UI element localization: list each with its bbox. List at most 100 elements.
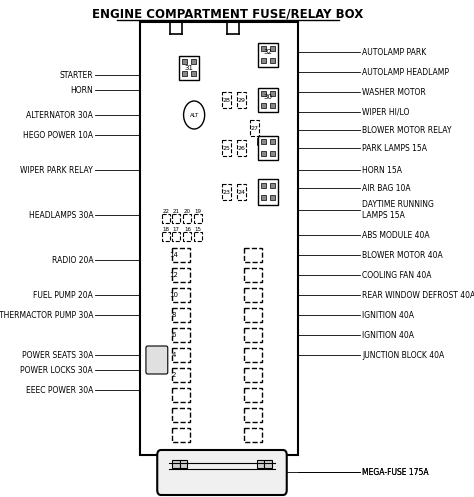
Text: BLOWER MOTOR RELAY: BLOWER MOTOR RELAY [362,126,452,135]
Text: 27: 27 [250,126,258,131]
Bar [162,232,171,241]
Bar [172,348,191,362]
Bar [182,71,187,76]
Bar [172,428,191,442]
Bar [270,91,275,96]
Bar [191,59,196,64]
Bar [261,46,265,51]
Text: 14: 14 [169,252,178,258]
Bar [172,232,180,241]
Bar [172,328,191,342]
Bar [172,288,191,302]
Bar [191,71,196,76]
Bar [270,183,275,188]
Bar [194,232,202,241]
Text: POWER SEATS 30A: POWER SEATS 30A [22,350,93,359]
Bar [237,140,246,156]
Text: IGNITION 40A: IGNITION 40A [362,311,414,320]
Text: REAR WINDOW DEFROST 40A: REAR WINDOW DEFROST 40A [362,291,474,300]
Text: COOLING FAN 40A: COOLING FAN 40A [362,270,431,279]
Text: 18: 18 [163,227,170,232]
Bar [261,195,265,200]
Bar [244,308,262,322]
Text: 31: 31 [184,65,193,71]
Text: 17: 17 [173,227,180,232]
Bar [172,308,191,322]
Text: PARK LAMPS 15A: PARK LAMPS 15A [362,144,427,153]
Bar [140,22,298,455]
Text: 4: 4 [172,352,176,358]
Text: ALT: ALT [190,112,199,117]
Bar [244,328,262,342]
Text: 21: 21 [173,209,180,214]
Bar [179,56,199,80]
Circle shape [183,101,205,129]
Text: HORN: HORN [71,85,93,94]
Bar [183,232,191,241]
Text: 2: 2 [172,372,176,378]
Text: MEGA-FUSE 175A: MEGA-FUSE 175A [362,468,428,477]
FancyBboxPatch shape [157,450,287,495]
Text: RADIO 20A: RADIO 20A [52,255,93,264]
Text: WIPER PARK RELAY: WIPER PARK RELAY [20,166,93,174]
Text: ENGINE COMPARTMENT FUSE/RELAY BOX: ENGINE COMPARTMENT FUSE/RELAY BOX [92,7,364,20]
Bar [244,268,262,282]
Text: AUTOLAMP PARK: AUTOLAMP PARK [362,48,426,57]
Bar [172,214,180,223]
Text: FUEL PUMP 20A: FUEL PUMP 20A [33,291,93,300]
Bar [270,139,275,144]
Bar [261,151,265,156]
Text: 30: 30 [264,94,273,100]
Bar [270,46,275,51]
Text: AUTOLAMP HEADLAMP: AUTOLAMP HEADLAMP [362,68,449,77]
Text: POWER LOCKS 30A: POWER LOCKS 30A [20,365,93,375]
Bar [222,184,231,200]
Bar [250,120,259,136]
Bar [237,184,246,200]
Bar [244,288,262,302]
Bar [244,368,262,382]
Text: EEEC POWER 30A: EEEC POWER 30A [26,386,93,395]
Bar [237,92,246,108]
Text: 26: 26 [237,146,246,151]
Text: IGNITION 40A: IGNITION 40A [362,331,414,339]
Bar [270,58,275,63]
Bar [172,460,180,468]
Text: HEGO POWER 10A: HEGO POWER 10A [23,131,93,140]
Bar [261,139,265,144]
Text: AIR BAG 10A: AIR BAG 10A [362,183,410,192]
Bar [172,368,191,382]
Text: 8: 8 [172,312,176,318]
Bar [270,195,275,200]
Bar [244,408,262,422]
Bar [172,388,191,402]
Bar [270,151,275,156]
Text: 20: 20 [184,209,191,214]
Text: 10: 10 [169,292,178,298]
Text: 24: 24 [237,189,246,194]
Text: ALTERNATOR 30A: ALTERNATOR 30A [27,110,93,119]
Text: HORN 15A: HORN 15A [362,166,402,174]
Bar [162,214,171,223]
Text: 23: 23 [222,189,230,194]
Bar [261,183,265,188]
Text: WIPER HI/LO: WIPER HI/LO [362,107,410,116]
Bar [264,460,272,468]
Bar [222,140,231,156]
Bar [182,59,187,64]
Bar [180,460,187,468]
Text: MEGA-FUSE 175A: MEGA-FUSE 175A [362,468,428,477]
Bar [172,408,191,422]
Text: STARTER: STARTER [60,71,93,80]
Bar [194,214,202,223]
Bar [222,92,231,108]
Text: 22: 22 [163,209,170,214]
Text: 29: 29 [237,97,246,102]
Text: 25: 25 [223,146,230,151]
Text: BLOWER MOTOR 40A: BLOWER MOTOR 40A [362,250,443,259]
Bar [261,91,265,96]
Text: 28: 28 [223,97,230,102]
Bar [172,268,191,282]
Text: DAYTIME RUNNING
LAMPS 15A: DAYTIME RUNNING LAMPS 15A [362,200,434,220]
Text: HEADLAMPS 30A: HEADLAMPS 30A [28,211,93,220]
